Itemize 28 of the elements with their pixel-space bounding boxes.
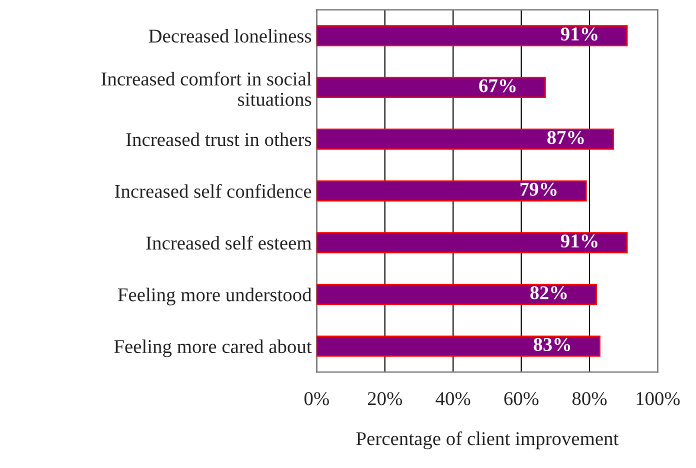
data-label: 91%: [560, 27, 598, 41]
bar: [316, 128, 614, 150]
x-tick-label: 60%: [504, 392, 538, 406]
x-tick-label: 40%: [436, 392, 470, 406]
y-tick-label: Feeling more cared about: [114, 339, 312, 358]
data-label: 82%: [530, 286, 567, 300]
y-tick-label: Feeling more understood: [118, 288, 312, 306]
bar: [316, 336, 600, 357]
data-label: 79%: [520, 182, 556, 196]
x-tick-label: 80%: [572, 392, 607, 406]
y-tick-label: Increased comfort in social situations: [101, 72, 312, 106]
x-tick-label: 0%: [304, 392, 329, 406]
bar: [316, 25, 628, 46]
bar: [316, 76, 546, 98]
y-tick-label: Decreased loneliness: [148, 28, 312, 43]
data-label: 91%: [560, 234, 598, 248]
y-tick-label: Increased self esteem: [146, 236, 312, 250]
bar: [316, 284, 598, 305]
data-label: 67%: [479, 79, 516, 92]
y-tick-label: Increased self confidence: [114, 184, 312, 198]
data-label: 87%: [547, 130, 584, 144]
y-tick-label: Increased trust in others: [126, 132, 312, 146]
x-tick-label: 100%: [636, 392, 680, 406]
x-axis-title: Percentage of client improvement: [356, 431, 619, 450]
bar: [316, 232, 628, 254]
data-label: 83%: [534, 338, 570, 352]
x-tick-label: 20%: [368, 392, 402, 406]
bar: [316, 180, 587, 202]
